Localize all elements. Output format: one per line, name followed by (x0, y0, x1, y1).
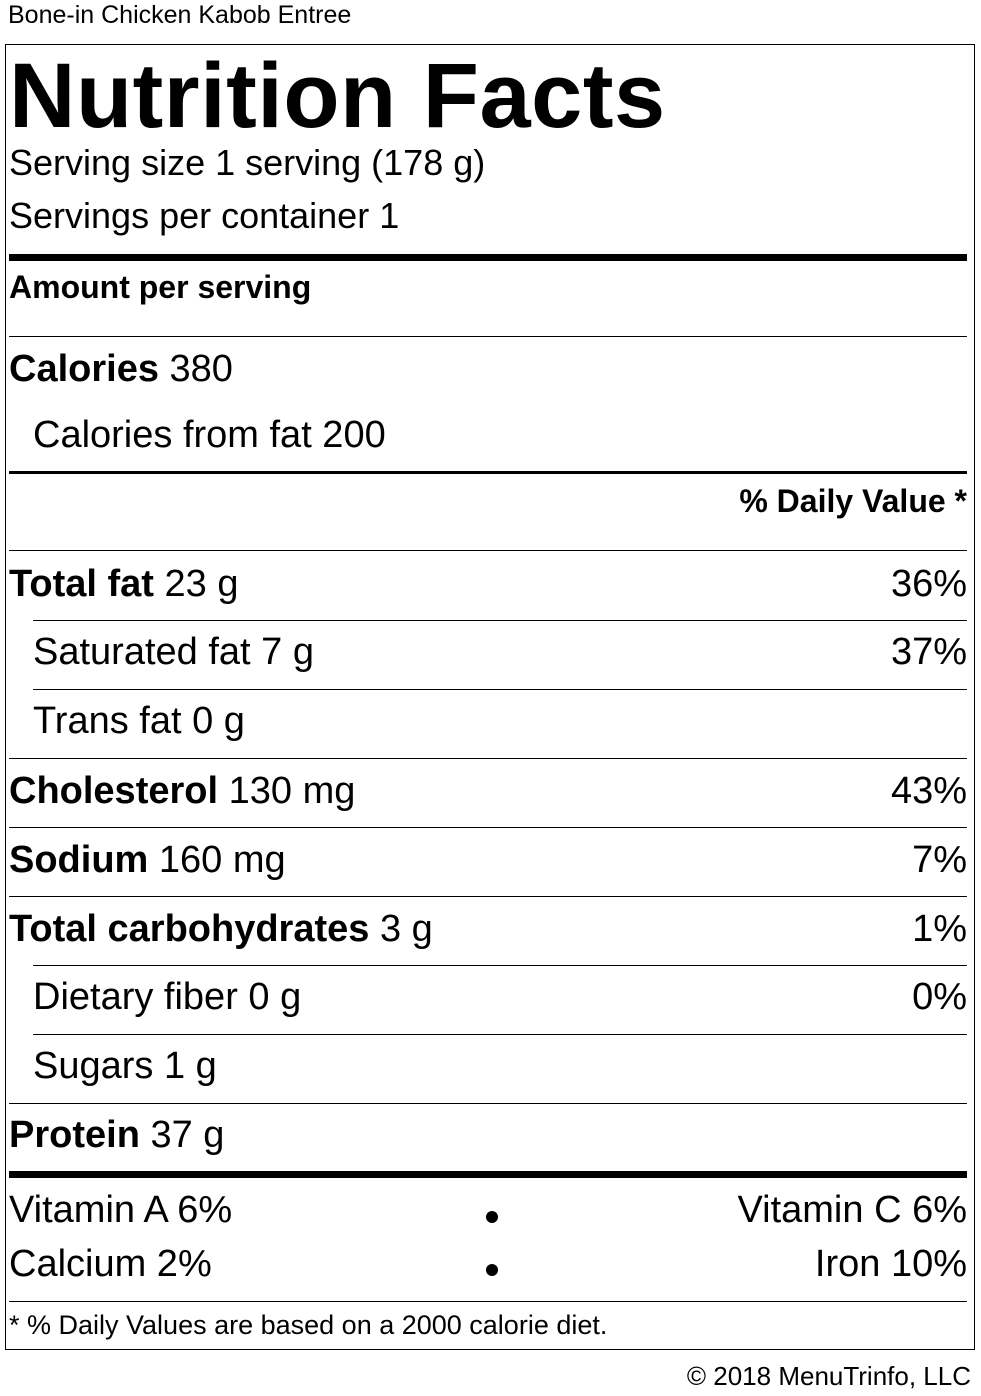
nutrient-amount: 1 g (163, 1045, 217, 1087)
nutrient-dv: 36% (890, 563, 967, 605)
nutrient-amount: 7 g (261, 631, 314, 673)
nutrient-dv: 43% (890, 770, 967, 812)
calories-from-fat: Calories from fat 200 (33, 414, 386, 456)
nutrient-amount: 37 g (150, 1114, 225, 1156)
nutrient-row-protein: Protein 37 g (9, 1113, 224, 1157)
divider (9, 1103, 967, 1104)
calories-row: Calories 380 (9, 347, 233, 391)
nutrient-row-sugars: Sugars 1 g (33, 1044, 217, 1088)
nutrient-amount: 160 mg (158, 839, 286, 881)
thick-divider (9, 1171, 967, 1178)
nutrient-name: Total fat (9, 563, 154, 605)
nutrient-amount: 3 g (379, 908, 433, 950)
daily-value-header: % Daily Value * (739, 483, 967, 519)
calories-value: 380 (169, 348, 233, 390)
nutrient-name: Sodium (9, 839, 149, 881)
servings-per-container: Servings per container 1 (9, 195, 400, 236)
divider (9, 336, 967, 337)
calories-label: Calories (9, 348, 159, 390)
nutrition-label (5, 44, 975, 1350)
nutrient-name: Total carbohydrates (9, 908, 370, 950)
nutrient-row-total-fat: Total fat 23 g (9, 562, 238, 606)
nutrient-name: Trans fat (33, 700, 182, 742)
nutrient-row-saturated-fat: Saturated fat 7 g (33, 630, 314, 674)
divider (33, 689, 967, 690)
nutrient-amount: 0 g (192, 700, 245, 742)
thick-divider (9, 254, 967, 261)
nutrient-row-sodium: Sodium 160 mg (9, 838, 286, 882)
amount-per-serving: Amount per serving (9, 269, 312, 305)
nutrient-row-total-carbohydrates: Total carbohydrates 3 g (9, 907, 433, 951)
nutrient-dv: 37% (890, 631, 967, 673)
nutrient-dv: 1% (912, 908, 967, 950)
bullet-icon (486, 1264, 498, 1276)
divider (9, 896, 967, 897)
iron: Iron 10% (814, 1243, 967, 1285)
nutrient-amount: 130 mg (228, 770, 356, 812)
nutrient-amount: 0 g (248, 976, 302, 1018)
nutrient-name: Saturated fat (33, 631, 251, 673)
divider (33, 620, 967, 621)
calcium: Calcium 2% (9, 1243, 212, 1285)
divider (9, 1301, 967, 1302)
nutrient-dv: 0% (912, 976, 967, 1018)
divider (9, 827, 967, 828)
nutrient-row-cholesterol: Cholesterol 130 mg (9, 769, 355, 813)
nutrient-name: Sugars (33, 1045, 154, 1087)
divider (33, 1034, 967, 1035)
nutrient-name: Protein (9, 1114, 140, 1156)
bullet-icon (486, 1211, 498, 1223)
nutrition-facts-title: Nutrition Facts (9, 45, 666, 147)
nutrient-amount: 23 g (164, 563, 239, 605)
divider (9, 758, 967, 759)
divider (33, 965, 967, 966)
nutrient-name: Cholesterol (9, 770, 219, 812)
nutrient-name: Dietary fiber (33, 976, 238, 1018)
nutrient-dv: 7% (912, 839, 967, 881)
divider (9, 550, 967, 551)
vitamin-a: Vitamin A 6% (9, 1189, 233, 1231)
medium-divider (9, 471, 967, 474)
copyright: © 2018 MenuTrinfo, LLC (686, 1361, 971, 1391)
nutrient-row-trans-fat: Trans fat 0 g (33, 699, 245, 743)
daily-value-footnote: * % Daily Values are based on a 2000 cal… (9, 1310, 608, 1340)
nutrient-row-dietary-fiber: Dietary fiber 0 g (33, 975, 301, 1019)
serving-size: Serving size 1 serving (178 g) (9, 142, 486, 183)
item-name: Bone-in Chicken Kabob Entree (8, 1, 352, 29)
vitamin-c: Vitamin C 6% (737, 1189, 967, 1231)
